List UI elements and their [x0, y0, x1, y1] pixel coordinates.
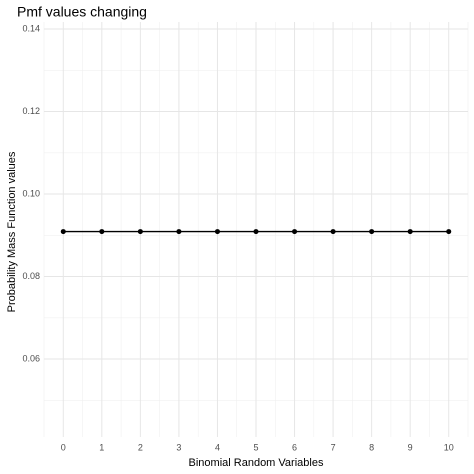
point [214, 229, 220, 235]
x-tick-label: 2 [138, 442, 143, 452]
y-tick-label: 0.14 [22, 23, 40, 33]
y-tick-label: 0.08 [22, 271, 40, 281]
plot-area [60, 229, 452, 235]
point [253, 229, 259, 235]
point [292, 229, 298, 235]
chart-title: Pmf values changing [17, 4, 147, 20]
x-tick-label: 9 [408, 442, 413, 452]
x-tick-label: 8 [369, 442, 374, 452]
y-tick-label: 0.06 [22, 353, 40, 363]
point [446, 229, 452, 235]
point [176, 229, 182, 235]
x-axis-label: Binomial Random Variables [189, 457, 324, 469]
x-tick-label: 0 [61, 442, 66, 452]
x-tick-label: 7 [331, 442, 336, 452]
x-tick-label: 6 [292, 442, 297, 452]
x-tick-label: 3 [176, 442, 181, 452]
point [330, 229, 336, 235]
point [60, 229, 66, 235]
x-tick-label: 1 [99, 442, 104, 452]
y-axis-label: Probability Mass Function values [6, 151, 18, 312]
x-tick-label: 10 [444, 442, 454, 452]
point [369, 229, 375, 235]
y-tick-label: 0.12 [22, 106, 40, 116]
y-tick-label: 0.10 [22, 188, 40, 198]
point [407, 229, 413, 235]
point [137, 229, 143, 235]
x-tick-label: 4 [215, 442, 220, 452]
point [99, 229, 105, 235]
x-tick-label: 5 [253, 442, 258, 452]
